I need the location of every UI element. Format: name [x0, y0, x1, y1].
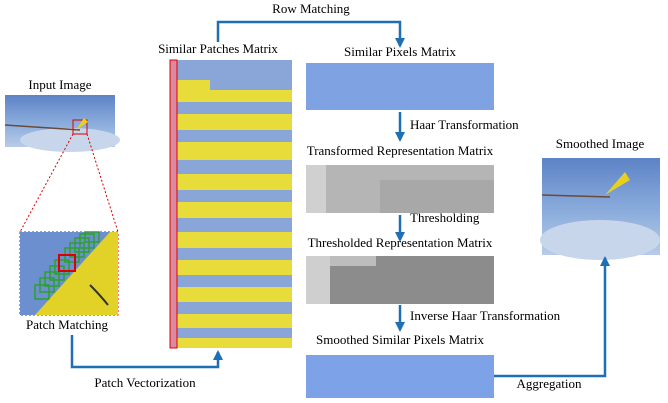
label: Haar Transformation [410, 117, 519, 132]
label: Inverse Haar Transformation [410, 308, 561, 323]
similar-patches-matrix [170, 60, 292, 348]
label: Patch Matching [26, 317, 108, 332]
label: Row Matching [272, 1, 350, 16]
label: Thresholding [410, 210, 480, 225]
label: Similar Patches Matrix [158, 41, 278, 56]
label: Thresholded Representation Matrix [308, 235, 493, 250]
label: Patch Vectorization [94, 375, 196, 390]
label: Smoothed Similar Pixels Matrix [316, 332, 484, 347]
label: Similar Pixels Matrix [344, 44, 456, 59]
input-image [5, 95, 120, 152]
label: Transformed Representation Matrix [307, 143, 494, 158]
diagram: Row Matching Similar Patches Matrix Simi… [0, 0, 668, 403]
thresholded-matrix [306, 256, 494, 304]
patch-zoom [20, 232, 118, 315]
smoothed-pixels-matrix [306, 355, 494, 398]
similar-pixels-matrix [306, 63, 494, 110]
label: Aggregation [517, 376, 582, 391]
smoothed-image [540, 158, 660, 260]
label: Input Image [28, 77, 91, 92]
transformed-matrix [306, 165, 494, 213]
label: Smoothed Image [556, 136, 645, 151]
